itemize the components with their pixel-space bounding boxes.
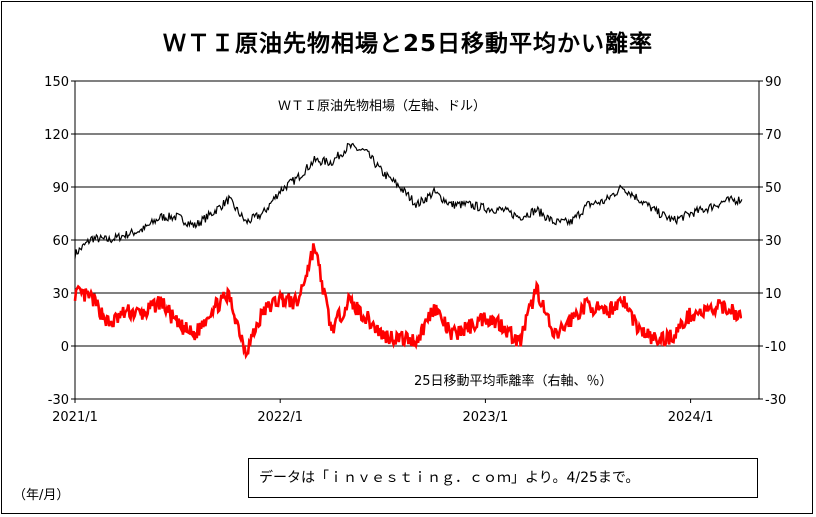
source-note: データは「ｉｎｖｅｓｔｉｎｇ．ｃｏｍ」より。4/25まで。 — [248, 458, 758, 498]
left-tick-label: 120 — [44, 128, 69, 143]
x-tick-label: 2022/1 — [257, 410, 303, 425]
right-tick-label: -30 — [765, 393, 786, 408]
axis-ticks: 150 120 90 60 30 0 -30 90 70 50 30 10 -10 -30 2021/1 20… — [44, 75, 786, 425]
series-line-deviation — [73, 243, 743, 360]
right-tick-label: 90 — [765, 75, 782, 90]
x-unit-label: （年/月） — [13, 488, 70, 503]
left-tick-label: -30 — [48, 393, 69, 408]
series-group — [73, 142, 743, 360]
right-tick-label: 50 — [765, 181, 782, 196]
left-tick-label: 90 — [52, 181, 69, 196]
x-tick-label: 2024/1 — [668, 410, 714, 425]
right-tick-label: 70 — [765, 128, 782, 143]
left-tick-label: 150 — [44, 75, 69, 90]
series-line-wti — [74, 142, 743, 259]
right-tick-label: 10 — [765, 287, 782, 302]
left-tick-label: 0 — [61, 340, 69, 355]
grid-lines — [75, 133, 759, 347]
chart-title: ＷＴＩ原油先物相場と25日移動平均かい離率 — [162, 31, 653, 57]
series-labels: ＷＴＩ原油先物相場（左軸、ドル） 25日移動平均乖離率（右軸、％） — [278, 99, 613, 389]
right-tick-label: 30 — [765, 234, 782, 249]
series-label-wti: ＷＴＩ原油先物相場（左軸、ドル） — [278, 99, 486, 114]
x-tick-label: 2021/1 — [52, 410, 98, 425]
right-tick-label: -10 — [765, 340, 786, 355]
x-tick-label: 2023/1 — [463, 410, 509, 425]
left-tick-label: 60 — [52, 234, 69, 249]
left-tick-label: 30 — [52, 287, 69, 302]
series-label-deviation: 25日移動平均乖離率（右軸、％） — [414, 373, 613, 389]
